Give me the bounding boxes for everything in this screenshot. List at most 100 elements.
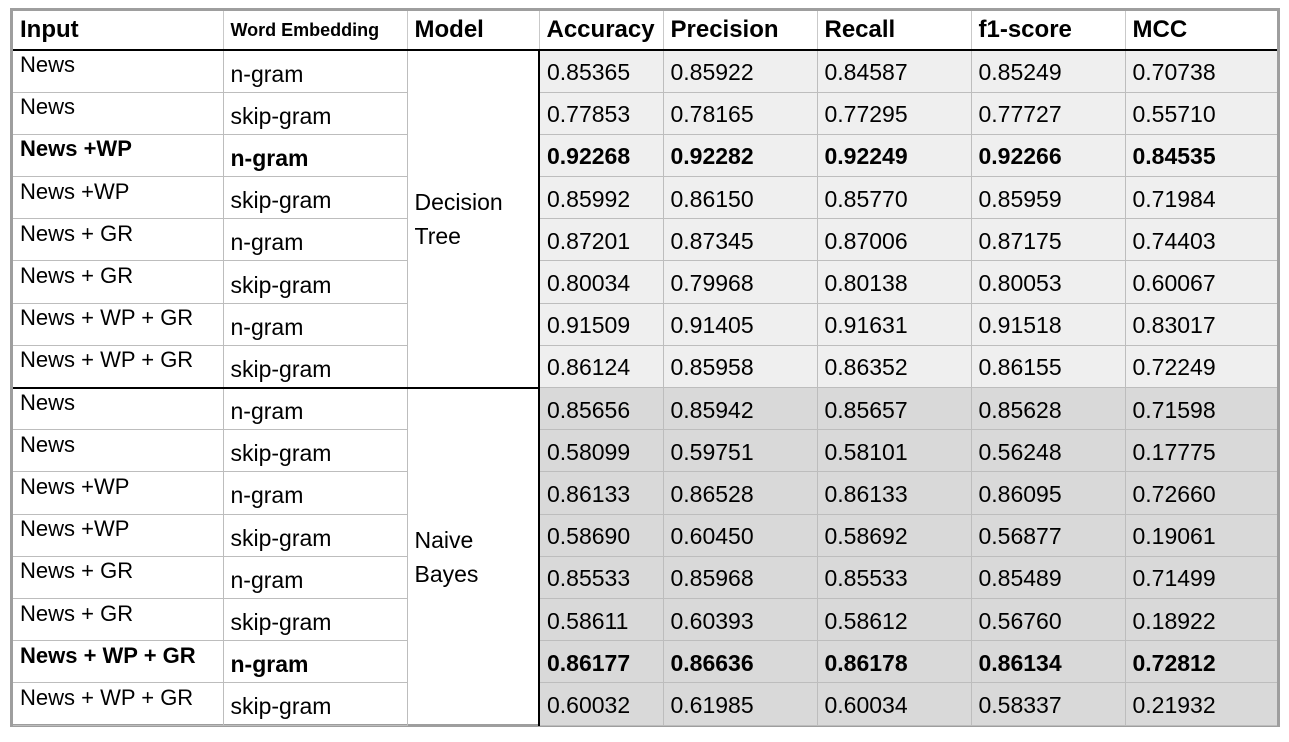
embedding-cell: n-gram bbox=[223, 471, 408, 515]
precision-cell: 0.61985 bbox=[663, 682, 818, 726]
accuracy-cell: 0.91509 bbox=[539, 303, 664, 346]
accuracy-cell: 0.60032 bbox=[539, 682, 664, 726]
recall-cell: 0.58692 bbox=[817, 514, 972, 557]
precision-cell: 0.91405 bbox=[663, 303, 818, 346]
input-cell: News + WP + GR bbox=[13, 303, 224, 346]
accuracy-cell: 0.58611 bbox=[539, 598, 664, 642]
table-row: News +WP skip-gram 0.58690 0.60450 0.58692 0.… bbox=[13, 514, 1277, 557]
mcc-cell: 0.84535 bbox=[1125, 134, 1277, 178]
embedding-cell: skip-gram bbox=[223, 429, 408, 473]
embedding-cell: n-gram bbox=[223, 556, 408, 599]
f1-score-cell: 0.85249 bbox=[971, 50, 1126, 93]
embedding-cell: n-gram bbox=[223, 387, 408, 431]
precision-cell: 0.86528 bbox=[663, 471, 818, 515]
table-row: News +WP n-gram 0.86133 0.86528 0.86133 0.860… bbox=[13, 471, 1277, 515]
recall-cell: 0.58101 bbox=[817, 429, 972, 473]
model-cell: Decision Tree bbox=[407, 50, 540, 389]
input-cell: News +WP bbox=[13, 514, 224, 557]
recall-cell: 0.85657 bbox=[817, 387, 972, 431]
input-cell: News + WP + GR bbox=[13, 640, 224, 684]
input-cell: News + WP + GR bbox=[13, 682, 224, 726]
recall-cell: 0.80138 bbox=[817, 260, 972, 304]
accuracy-cell: 0.85533 bbox=[539, 556, 664, 599]
input-cell: News +WP bbox=[13, 471, 224, 515]
recall-cell: 0.85533 bbox=[817, 556, 972, 599]
f1-score-cell: 0.85489 bbox=[971, 556, 1126, 599]
header-row: Input Word Embedding Model Accuracy Prec… bbox=[13, 11, 1277, 51]
embedding-cell: skip-gram bbox=[223, 345, 408, 389]
table-row: News skip-gram 0.77853 0.78165 0.77295 0.7772… bbox=[13, 92, 1277, 135]
recall-cell: 0.77295 bbox=[817, 92, 972, 135]
precision-cell: 0.86636 bbox=[663, 640, 818, 684]
embedding-cell: skip-gram bbox=[223, 514, 408, 557]
accuracy-cell: 0.58690 bbox=[539, 514, 664, 557]
accuracy-cell: 0.58099 bbox=[539, 429, 664, 473]
table-row: News + GR n-gram 0.87201 0.87345 0.87006 0.87… bbox=[13, 218, 1277, 262]
mcc-cell: 0.71598 bbox=[1125, 387, 1277, 431]
f1-score-cell: 0.86155 bbox=[971, 345, 1126, 389]
recall-cell: 0.86133 bbox=[817, 471, 972, 515]
input-cell: News + WP + GR bbox=[13, 345, 224, 389]
mcc-cell: 0.17775 bbox=[1125, 429, 1277, 473]
accuracy-cell: 0.85992 bbox=[539, 176, 664, 220]
accuracy-cell: 0.80034 bbox=[539, 260, 664, 304]
accuracy-cell: 0.86133 bbox=[539, 471, 664, 515]
mcc-cell: 0.72812 bbox=[1125, 640, 1277, 684]
precision-cell: 0.85922 bbox=[663, 50, 818, 93]
recall-cell: 0.86352 bbox=[817, 345, 972, 389]
precision-cell: 0.78165 bbox=[663, 92, 818, 135]
f1-score-cell: 0.87175 bbox=[971, 218, 1126, 262]
model-cell: Naive Bayes bbox=[407, 387, 540, 725]
embedding-cell: n-gram bbox=[223, 50, 408, 93]
embedding-cell: skip-gram bbox=[223, 260, 408, 304]
embedding-cell: skip-gram bbox=[223, 92, 408, 135]
model-name-line2: Bayes bbox=[414, 560, 479, 587]
accuracy-cell: 0.87201 bbox=[539, 218, 664, 262]
table-row: News + WP + GR n-gram 0.86177 0.86636 0.8617… bbox=[13, 640, 1277, 684]
precision-cell: 0.85958 bbox=[663, 345, 818, 389]
recall-cell: 0.84587 bbox=[817, 50, 972, 93]
accuracy-cell: 0.77853 bbox=[539, 92, 664, 135]
table-row: News +WP n-gram 0.92268 0.92282 0.92249 0.922… bbox=[13, 134, 1277, 178]
input-cell: News + GR bbox=[13, 598, 224, 642]
model-name-line2: Tree bbox=[414, 222, 461, 249]
f1-score-cell: 0.86134 bbox=[971, 640, 1126, 684]
mcc-cell: 0.19061 bbox=[1125, 514, 1277, 557]
results-table-frame: Input Word Embedding Model Accuracy Prec… bbox=[10, 8, 1280, 727]
precision-cell: 0.85968 bbox=[663, 556, 818, 599]
f1-score-cell: 0.56248 bbox=[971, 429, 1126, 473]
recall-cell: 0.86178 bbox=[817, 640, 972, 684]
precision-cell: 0.92282 bbox=[663, 134, 818, 178]
naive-bayes-group: News n-gram Naive Bayes 0.85656 0.85942 0.8565… bbox=[13, 387, 1277, 726]
f1-score-cell: 0.56760 bbox=[971, 598, 1126, 642]
mcc-cell: 0.71499 bbox=[1125, 556, 1277, 599]
f1-score-cell: 0.80053 bbox=[971, 260, 1126, 304]
table-row: News n-gram Naive Bayes 0.85656 0.85942 0.8565… bbox=[13, 387, 1277, 725]
header-mcc: MCC bbox=[1125, 11, 1277, 51]
mcc-cell: 0.74403 bbox=[1125, 218, 1277, 262]
input-cell: News +WP bbox=[13, 134, 224, 178]
f1-score-cell: 0.92266 bbox=[971, 134, 1126, 178]
input-cell: News bbox=[13, 429, 224, 473]
f1-score-cell: 0.86095 bbox=[971, 471, 1126, 515]
mcc-cell: 0.72249 bbox=[1125, 345, 1277, 389]
f1-score-cell: 0.85628 bbox=[971, 387, 1126, 431]
table-row: News + GR skip-gram 0.80034 0.79968 0.80138 0… bbox=[13, 260, 1277, 304]
input-cell: News + GR bbox=[13, 556, 224, 599]
accuracy-cell: 0.92268 bbox=[539, 134, 664, 178]
header-f1-score: f1-score bbox=[971, 11, 1126, 51]
header-model: Model bbox=[407, 11, 540, 51]
table-row: News + WP + GR skip-gram 0.86124 0.85958 0.8… bbox=[13, 345, 1277, 389]
embedding-cell: n-gram bbox=[223, 134, 408, 178]
model-name-line1: Decision bbox=[414, 188, 503, 215]
accuracy-cell: 0.86177 bbox=[539, 640, 664, 684]
mcc-cell: 0.60067 bbox=[1125, 260, 1277, 304]
recall-cell: 0.87006 bbox=[817, 218, 972, 262]
input-cell: News + GR bbox=[13, 260, 224, 304]
f1-score-cell: 0.85959 bbox=[971, 176, 1126, 220]
table-row: News n-gram Decision Tree 0.85365 0.85922 0.84… bbox=[13, 50, 1277, 389]
header-recall: Recall bbox=[817, 11, 972, 51]
mcc-cell: 0.18922 bbox=[1125, 598, 1277, 642]
mcc-cell: 0.72660 bbox=[1125, 471, 1277, 515]
input-cell: News +WP bbox=[13, 176, 224, 220]
